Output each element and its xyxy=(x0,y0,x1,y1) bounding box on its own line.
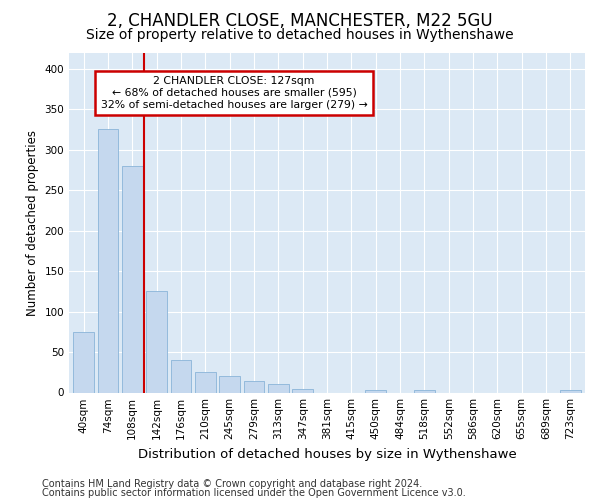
Bar xyxy=(170,360,191,392)
Bar xyxy=(73,332,94,392)
Text: 2, CHANDLER CLOSE, MANCHESTER, M22 5GU: 2, CHANDLER CLOSE, MANCHESTER, M22 5GU xyxy=(107,12,493,30)
Bar xyxy=(365,390,386,392)
Bar xyxy=(98,130,118,392)
Text: 2 CHANDLER CLOSE: 127sqm
← 68% of detached houses are smaller (595)
32% of semi-: 2 CHANDLER CLOSE: 127sqm ← 68% of detach… xyxy=(101,76,367,110)
Bar xyxy=(414,390,435,392)
X-axis label: Distribution of detached houses by size in Wythenshawe: Distribution of detached houses by size … xyxy=(137,448,517,461)
Bar xyxy=(560,390,581,392)
Bar xyxy=(268,384,289,392)
Bar xyxy=(292,390,313,392)
Text: Size of property relative to detached houses in Wythenshawe: Size of property relative to detached ho… xyxy=(86,28,514,42)
Bar xyxy=(219,376,240,392)
Bar xyxy=(244,381,265,392)
Bar xyxy=(146,292,167,392)
Bar xyxy=(122,166,143,392)
Text: Contains public sector information licensed under the Open Government Licence v3: Contains public sector information licen… xyxy=(42,488,466,498)
Text: Contains HM Land Registry data © Crown copyright and database right 2024.: Contains HM Land Registry data © Crown c… xyxy=(42,479,422,489)
Bar xyxy=(195,372,215,392)
Y-axis label: Number of detached properties: Number of detached properties xyxy=(26,130,39,316)
